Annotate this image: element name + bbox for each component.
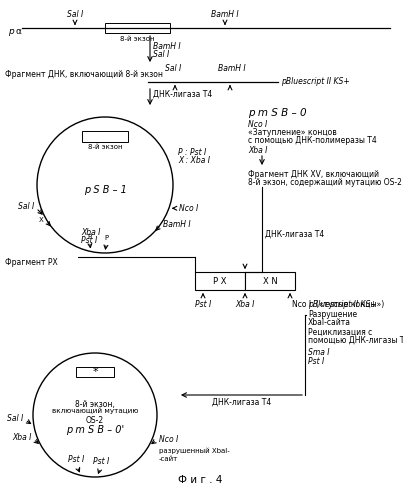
Text: Sal I: Sal I — [18, 202, 34, 211]
Text: включающий мутацию: включающий мутацию — [52, 408, 138, 414]
Text: BamH I: BamH I — [211, 10, 239, 19]
Text: 8-й экзон,: 8-й экзон, — [75, 400, 115, 409]
Text: Pst I: Pst I — [81, 236, 97, 245]
Text: BamH I: BamH I — [163, 220, 191, 228]
Text: Xba I: Xba I — [248, 146, 267, 155]
Text: α: α — [15, 28, 21, 36]
Text: pBluescript II KS+: pBluescript II KS+ — [281, 78, 350, 86]
Text: -сайт: -сайт — [159, 456, 178, 462]
Text: ДНК-лигаза Т4: ДНК-лигаза Т4 — [265, 230, 324, 239]
Text: BamH I: BamH I — [153, 42, 181, 51]
Text: Sma I: Sma I — [308, 348, 330, 357]
Bar — [105, 23, 170, 33]
Text: P: P — [87, 234, 92, 239]
Text: ДНК-лигаза Т4: ДНК-лигаза Т4 — [212, 398, 271, 407]
Text: Sal I: Sal I — [67, 10, 83, 19]
Text: Фрагмент ДНК XV, включающий: Фрагмент ДНК XV, включающий — [248, 170, 379, 179]
Text: Xba I: Xba I — [12, 434, 31, 442]
Text: ДНК-лигаза Т4: ДНК-лигаза Т4 — [153, 90, 212, 99]
Text: Фрагмент РХ: Фрагмент РХ — [5, 258, 58, 267]
Text: pBluescript II KS+: pBluescript II KS+ — [308, 300, 377, 309]
Text: Sal I: Sal I — [165, 64, 181, 73]
Text: Фрагмент ДНК, включающий 8-й экзон: Фрагмент ДНК, включающий 8-й экзон — [5, 70, 163, 79]
Text: p: p — [8, 28, 14, 36]
Text: OS-2: OS-2 — [86, 416, 104, 425]
Text: разрушенный XbaI-: разрушенный XbaI- — [159, 448, 229, 454]
Bar — [76, 367, 114, 377]
Text: BamH I: BamH I — [218, 64, 246, 73]
Text: X N: X N — [263, 276, 277, 285]
Text: помощью ДНК-лигазы Т4: помощью ДНК-лигазы Т4 — [308, 336, 403, 345]
Text: Ф и г . 4: Ф и г . 4 — [178, 475, 222, 485]
Text: Рециклизация с: Рециклизация с — [308, 328, 372, 337]
Text: Sal I: Sal I — [7, 414, 23, 424]
Text: P X: P X — [213, 276, 227, 285]
Text: Xba I: Xba I — [81, 228, 100, 237]
Text: p S B – 1: p S B – 1 — [83, 185, 127, 195]
Text: Nco I: Nco I — [248, 120, 267, 129]
Text: Nco I: Nco I — [159, 434, 178, 444]
Text: Pst I: Pst I — [93, 457, 109, 466]
Text: Pst I: Pst I — [195, 300, 211, 309]
Text: 8-й экзон: 8-й экзон — [88, 144, 122, 150]
Text: с помощью ДНК-полимеразы Т4: с помощью ДНК-полимеразы Т4 — [248, 136, 377, 145]
Bar — [82, 131, 128, 142]
Text: X: X — [39, 216, 44, 222]
Text: P : Pst I: P : Pst I — [178, 148, 206, 157]
Text: Разрушение: Разрушение — [308, 310, 357, 319]
Text: Pst I: Pst I — [68, 456, 84, 464]
Text: Nco I: Nco I — [179, 204, 198, 213]
Text: Sal I: Sal I — [153, 50, 169, 59]
Text: Nco I  («тупые концы»): Nco I («тупые концы») — [292, 300, 384, 309]
Bar — [195, 272, 245, 290]
Text: Pst I: Pst I — [308, 357, 324, 366]
Text: P: P — [104, 235, 108, 241]
Bar — [245, 272, 295, 290]
Text: *: * — [92, 367, 98, 377]
Text: p m S B – 0: p m S B – 0 — [248, 108, 307, 118]
Text: Xba I: Xba I — [235, 300, 255, 309]
Text: 8-й экзон, содержащий мутацию OS-2: 8-й экзон, содержащий мутацию OS-2 — [248, 178, 402, 187]
Text: XbaI-сайта: XbaI-сайта — [308, 318, 351, 327]
Text: X : Xba I: X : Xba I — [178, 156, 210, 165]
Text: «Затупление» концов: «Затупление» концов — [248, 128, 337, 137]
Text: 8-й экзон: 8-й экзон — [120, 36, 155, 42]
Text: p m S B – 0': p m S B – 0' — [66, 425, 124, 435]
